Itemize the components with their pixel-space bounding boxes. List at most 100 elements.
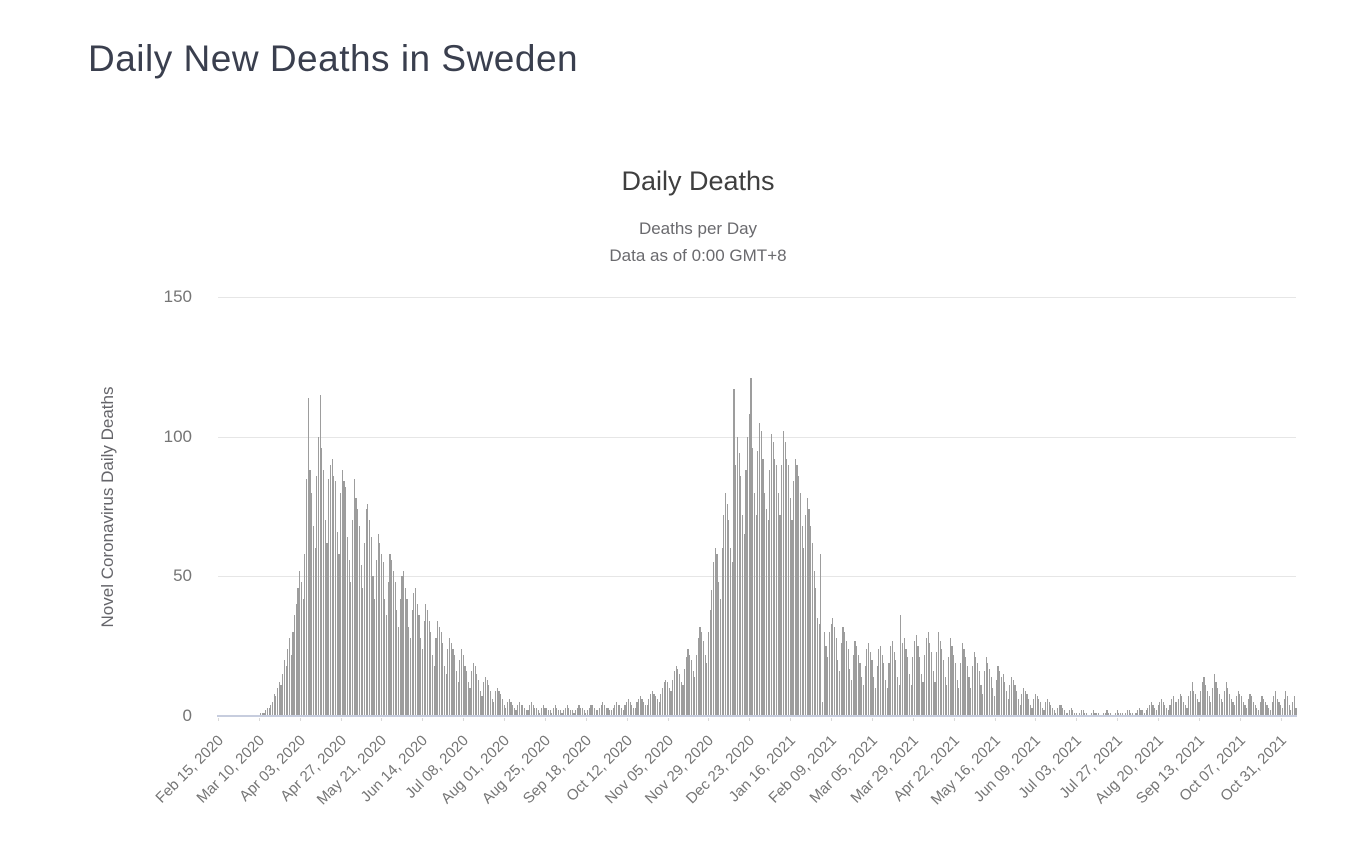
bar [980, 685, 982, 716]
bar [886, 688, 888, 716]
bar [844, 632, 846, 716]
bar [830, 623, 832, 716]
bar [1043, 710, 1045, 716]
bar [300, 581, 303, 716]
bar [449, 637, 451, 716]
bar [1097, 713, 1100, 716]
bar [598, 707, 601, 716]
bar [1295, 707, 1297, 716]
bar [425, 604, 427, 716]
bar [1079, 713, 1081, 716]
bar [776, 464, 778, 716]
bar [392, 570, 394, 716]
bar [634, 707, 636, 716]
bar [997, 665, 999, 716]
bar [769, 470, 771, 716]
bar [329, 464, 331, 716]
bar [685, 657, 687, 716]
bar [1017, 699, 1019, 716]
bar [1039, 702, 1042, 716]
bar [1196, 699, 1198, 716]
bar [655, 696, 657, 716]
bar [304, 553, 306, 716]
bar [590, 704, 592, 716]
bar [1285, 690, 1287, 716]
bar [631, 704, 633, 716]
bar [455, 671, 457, 716]
bar [1290, 710, 1292, 716]
bar [847, 648, 849, 716]
bar [1036, 696, 1038, 716]
bar [1024, 690, 1026, 716]
bar [386, 615, 388, 716]
bar [1200, 690, 1202, 716]
bar [423, 621, 425, 716]
bar [956, 679, 958, 716]
bar [883, 662, 885, 716]
bar [1162, 702, 1164, 716]
bar [791, 520, 793, 716]
bar [1215, 682, 1217, 716]
bar [731, 562, 733, 716]
bar [988, 668, 991, 716]
bar [319, 394, 321, 716]
bar [268, 707, 270, 716]
bar [1074, 713, 1076, 716]
bar [1142, 710, 1144, 716]
bar [1198, 702, 1200, 716]
bar [542, 704, 544, 716]
bar [813, 570, 815, 716]
bar [932, 671, 934, 716]
bar [728, 520, 730, 716]
bar [554, 704, 556, 716]
x-tickmark [871, 718, 873, 721]
x-tickmark [626, 718, 628, 721]
x-tickmark [790, 718, 792, 721]
bar [895, 660, 897, 716]
bar [1072, 710, 1074, 716]
bar [273, 693, 275, 716]
bar [338, 553, 340, 716]
bar [760, 431, 762, 716]
bar [549, 710, 551, 716]
bar [508, 699, 510, 716]
bar [992, 688, 994, 716]
bar [518, 702, 521, 716]
bar [1205, 685, 1207, 716]
bar [1138, 707, 1140, 716]
bar [944, 676, 946, 716]
bar [612, 707, 614, 716]
bar [733, 389, 735, 716]
bar [397, 626, 400, 716]
bar [263, 713, 265, 716]
bar [903, 637, 905, 716]
gridline-y-150 [218, 297, 1296, 298]
bar [787, 464, 790, 716]
bar [522, 704, 524, 716]
bar [350, 581, 352, 716]
bar [452, 648, 454, 716]
bar [1120, 713, 1122, 716]
bar [1075, 713, 1077, 716]
bar [670, 690, 672, 716]
bar [583, 710, 585, 716]
bar [394, 581, 396, 716]
bar [563, 710, 565, 716]
bar [1021, 693, 1023, 716]
bar [864, 665, 866, 716]
bar [1286, 696, 1289, 716]
bar [816, 618, 819, 716]
bar [912, 657, 914, 716]
bar [532, 704, 534, 716]
bar [975, 657, 977, 716]
bar [811, 542, 813, 716]
bar [360, 565, 362, 716]
bar [983, 671, 985, 716]
bar [643, 702, 645, 716]
bar [987, 662, 989, 716]
x-tickmark [340, 718, 342, 721]
bar [682, 685, 684, 716]
bar [806, 498, 808, 716]
bar [615, 702, 618, 716]
bar [954, 662, 956, 716]
